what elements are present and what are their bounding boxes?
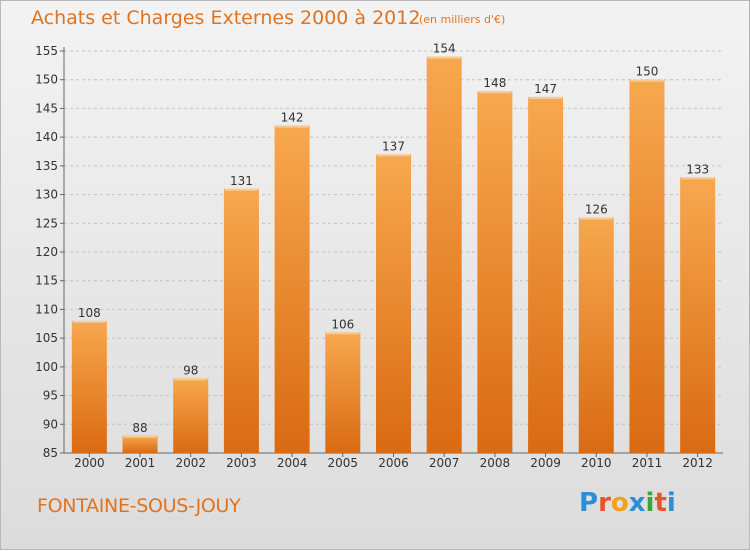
y-tick-label: 115	[35, 274, 58, 288]
value-label: 98	[183, 363, 198, 377]
chart-subtitle: (en milliers d'€)	[419, 13, 506, 26]
logo-letter: i	[645, 488, 655, 518]
bar-highlight	[630, 79, 664, 82]
y-tick-label: 130	[35, 188, 58, 202]
value-label: 150	[636, 65, 659, 79]
bar	[173, 378, 209, 453]
bar-highlight	[224, 188, 258, 191]
y-tick-label: 150	[35, 73, 58, 87]
x-tick-label: 2003	[226, 456, 257, 470]
logo-letter: t	[654, 488, 667, 518]
x-tick-label: 2001	[125, 456, 156, 470]
bar-highlight	[72, 320, 106, 323]
y-tick-label: 100	[35, 360, 58, 374]
bar-highlight	[681, 177, 715, 180]
y-tick-label: 155	[35, 44, 58, 58]
x-tick-label: 2009	[530, 456, 561, 470]
bar-highlight	[123, 435, 157, 438]
y-tick-label: 110	[35, 302, 58, 316]
value-label: 88	[132, 421, 147, 435]
value-label: 154	[433, 42, 456, 56]
place-name: FONTAINE-SOUS-JOUY	[37, 495, 241, 517]
value-label: 148	[483, 76, 506, 90]
y-tick-label: 95	[43, 389, 58, 403]
value-label: 142	[281, 111, 304, 125]
bars	[71, 56, 716, 454]
bar-highlight	[174, 378, 208, 381]
x-tick-label: 2005	[328, 456, 359, 470]
bar-highlight	[275, 125, 309, 128]
x-tick-label: 2000	[74, 456, 105, 470]
x-tick-label: 2002	[175, 456, 206, 470]
value-label: 108	[78, 306, 101, 320]
bar	[325, 332, 361, 453]
value-label: 106	[331, 317, 354, 331]
bar	[376, 154, 411, 453]
logo-letter: o	[610, 488, 629, 518]
x-tick-label: 2006	[378, 456, 409, 470]
y-tick-label: 125	[35, 216, 58, 230]
y-tick-label: 135	[35, 159, 58, 173]
x-tick-label: 2012	[682, 456, 713, 470]
value-label: 147	[534, 82, 557, 96]
logo-letter: i	[666, 488, 676, 518]
bar	[71, 320, 107, 453]
proxiti-logo: Proxiti	[579, 488, 676, 518]
bar-highlight	[478, 91, 512, 94]
x-tick-label: 2004	[277, 456, 308, 470]
x-tick-label: 2010	[581, 456, 612, 470]
y-tick-label: 120	[35, 245, 58, 259]
y-tick-label: 105	[35, 331, 58, 345]
y-tick-label: 140	[35, 130, 58, 144]
x-tick-label: 2008	[480, 456, 511, 470]
bar	[629, 79, 665, 453]
bar	[122, 435, 158, 453]
x-tick-label: 2007	[429, 456, 460, 470]
bar-highlight	[579, 217, 613, 220]
bar-highlight	[326, 332, 360, 335]
chart-title: Achats et Charges Externes 2000 à 2012	[31, 7, 421, 29]
y-tick-label: 85	[43, 446, 58, 460]
logo-letter: x	[628, 488, 646, 518]
logo-letter: r	[598, 488, 611, 518]
bar	[578, 217, 614, 453]
bar	[528, 96, 564, 453]
y-tick-label: 90	[43, 417, 58, 431]
bar	[274, 125, 310, 454]
bar	[477, 91, 513, 453]
x-tick-label: 2011	[632, 456, 663, 470]
value-label: 137	[382, 139, 405, 153]
logo-letter: P	[579, 488, 599, 518]
bar	[223, 188, 259, 454]
bar	[426, 56, 462, 453]
y-tick-label: 145	[35, 101, 58, 115]
value-label: 131	[230, 174, 253, 188]
bar	[680, 177, 716, 454]
bar-highlight	[529, 96, 563, 99]
value-label: 133	[686, 162, 709, 176]
value-label: 126	[585, 203, 608, 217]
bar-highlight	[377, 154, 410, 157]
value-labels: 108 88 98 131 142 106 137 154 148 147 126 150 133	[78, 42, 709, 435]
bar-highlight	[427, 56, 461, 59]
axes: 8590951001051101151201251301351401451501…	[35, 44, 723, 470]
